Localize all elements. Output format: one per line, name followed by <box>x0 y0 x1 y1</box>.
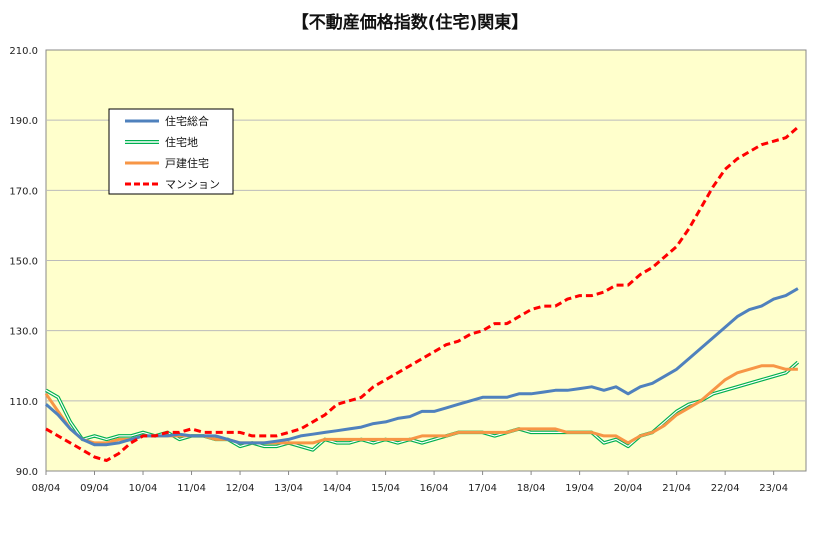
y-tick-label: 130.0 <box>9 327 38 338</box>
x-tick-label: 14/04 <box>323 483 352 494</box>
x-axis-ticks: 08/04 09/04 10/04 11/04 12/04 13/04 14/04 15/04… <box>32 471 788 494</box>
x-tick-label: 19/04 <box>565 483 594 494</box>
y-tick-label: 210.0 <box>9 46 38 57</box>
x-tick-label: 15/04 <box>371 483 400 494</box>
x-tick-label: 22/04 <box>711 483 740 494</box>
y-axis-ticks: 90.0 110.0 130.0 150.0 170.0 190.0 210.0 <box>9 46 38 478</box>
y-tick-label: 110.0 <box>9 397 38 408</box>
x-tick-label: 16/04 <box>420 483 449 494</box>
x-tick-label: 17/04 <box>468 483 497 494</box>
legend-label-detached-house: 戸建住宅 <box>165 156 209 170</box>
x-tick-label: 09/04 <box>80 483 109 494</box>
legend-label-housing-total: 住宅総合 <box>165 114 209 128</box>
legend-box <box>108 108 234 195</box>
x-tick-label: 13/04 <box>274 483 303 494</box>
y-tick-label: 90.0 <box>16 467 38 478</box>
y-tick-label: 190.0 <box>9 116 38 127</box>
x-tick-label: 08/04 <box>32 483 61 494</box>
chart-title: 【不動産価格指数(住宅)関東】 <box>291 13 529 33</box>
y-tick-label: 150.0 <box>9 257 38 268</box>
x-tick-label: 21/04 <box>662 483 691 494</box>
x-tick-label: 20/04 <box>614 483 643 494</box>
y-tick-label: 170.0 <box>9 186 38 197</box>
series-layer <box>44 126 800 462</box>
x-tick-label: 12/04 <box>226 483 255 494</box>
x-tick-label: 18/04 <box>517 483 546 494</box>
series-line-housing-total <box>45 287 799 447</box>
x-tick-label: 23/04 <box>759 483 788 494</box>
x-tick-label: 10/04 <box>129 483 158 494</box>
legend-label-residential-land: 住宅地 <box>165 135 198 149</box>
series-line-condominium <box>45 126 799 462</box>
legend-label-condominium: マンション <box>165 178 220 191</box>
x-tick-label: 11/04 <box>177 483 206 494</box>
